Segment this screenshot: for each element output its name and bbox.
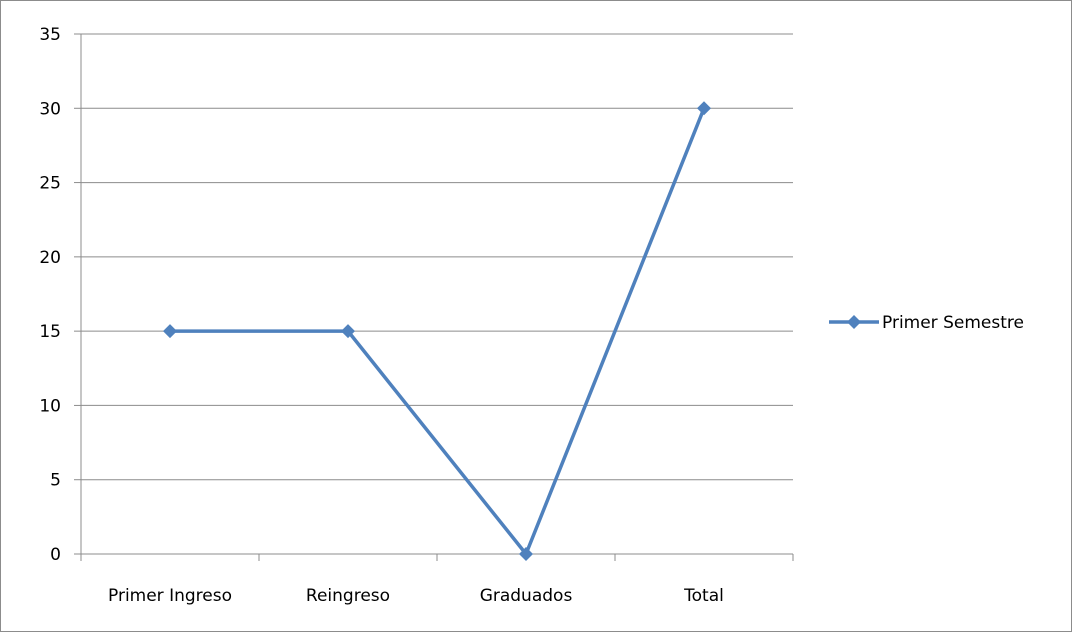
data-point-marker bbox=[163, 324, 177, 339]
x-tick-label: Graduados bbox=[480, 586, 573, 606]
y-tick-label: 30 bbox=[39, 99, 61, 119]
y-tick-label: 0 bbox=[50, 545, 61, 565]
y-tick-label: 15 bbox=[39, 322, 61, 342]
legend-marker bbox=[847, 315, 861, 329]
legend: Primer Semestre bbox=[829, 313, 1024, 333]
y-tick-label: 25 bbox=[39, 174, 61, 194]
x-axis-tick-labels: Primer Ingreso Reingreso Graduados Total bbox=[108, 586, 724, 606]
legend-label: Primer Semestre bbox=[882, 313, 1024, 333]
axes bbox=[74, 33, 794, 561]
series-layer bbox=[163, 101, 711, 561]
data-point-marker bbox=[519, 547, 533, 561]
y-axis-tick-labels: 0 5 10 15 20 25 30 35 bbox=[39, 25, 61, 565]
y-tick-label: 20 bbox=[39, 248, 61, 268]
x-tick-label: Total bbox=[683, 586, 724, 606]
y-tick-label: 5 bbox=[50, 471, 61, 491]
data-point-marker bbox=[341, 324, 355, 339]
series-line bbox=[170, 107, 706, 556]
data-point-marker bbox=[697, 101, 711, 116]
y-tick-label: 35 bbox=[39, 25, 61, 45]
y-tick-label: 10 bbox=[39, 396, 61, 416]
x-tick-label: Reingreso bbox=[306, 586, 390, 606]
gridlines bbox=[81, 33, 793, 481]
x-tick-label: Primer Ingreso bbox=[108, 586, 232, 606]
